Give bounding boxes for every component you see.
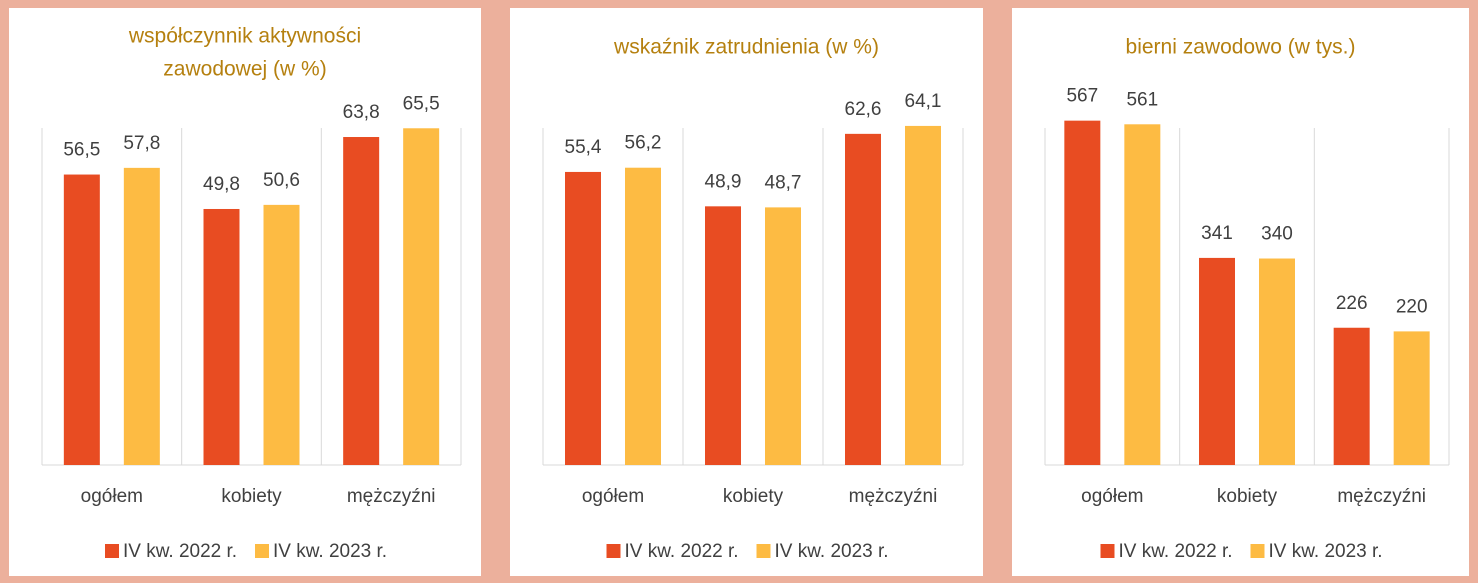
bar (625, 167, 661, 465)
x-tick-label: mężczyźni (347, 486, 436, 507)
data-label: 57,8 (123, 133, 160, 154)
data-label: 561 (1126, 89, 1158, 110)
data-label: 65,5 (403, 93, 440, 114)
data-label: 48,9 (705, 171, 742, 192)
legend-label: IV kw. 2022 r. (1119, 541, 1233, 562)
bar (403, 128, 440, 465)
bar (845, 133, 881, 465)
data-label: 226 (1336, 293, 1368, 314)
data-label: 55,4 (565, 137, 602, 158)
bar (263, 204, 300, 466)
data-label: 64,1 (905, 91, 942, 112)
x-tick-label: ogółem (81, 486, 143, 507)
data-label: 567 (1066, 86, 1098, 107)
data-label: 220 (1396, 296, 1428, 317)
data-label: 63,8 (343, 102, 380, 123)
bar (1259, 258, 1295, 465)
x-tick-label: mężczyźni (849, 486, 938, 507)
bar (905, 125, 941, 465)
x-tick-label: kobiety (221, 486, 282, 507)
bar (1393, 331, 1430, 465)
chart-title: zawodowej (w %) (163, 58, 326, 81)
legend-swatch (255, 544, 269, 558)
legend-label: IV kw. 2022 r. (625, 541, 739, 562)
chart-title: bierni zawodowo (w tys.) (1126, 36, 1356, 59)
data-label: 62,6 (845, 99, 882, 120)
data-label: 340 (1261, 224, 1293, 245)
data-label: 50,6 (263, 170, 300, 191)
legend-swatch (1250, 544, 1265, 558)
legend-swatch (1100, 544, 1115, 558)
bar (1333, 327, 1370, 465)
legend-label: IV kw. 2023 r. (775, 541, 889, 562)
data-label: 341 (1201, 223, 1233, 244)
chart-title: współczynnik aktywności (128, 25, 361, 48)
bar (123, 167, 160, 465)
x-tick-label: ogółem (582, 486, 644, 507)
chart-title: wskaźnik zatrudnienia (w %) (613, 36, 879, 59)
x-tick-label: kobiety (1217, 486, 1278, 507)
legend-label: IV kw. 2022 r. (123, 541, 237, 562)
bar (705, 206, 741, 465)
data-label: 56,5 (63, 140, 100, 161)
data-label: 56,2 (625, 133, 662, 154)
x-tick-label: kobiety (723, 486, 784, 507)
data-label: 48,7 (765, 172, 802, 193)
legend-swatch (756, 544, 771, 558)
bar (63, 174, 100, 466)
bar (1199, 257, 1235, 465)
legend-swatch (606, 544, 621, 558)
legend-swatch (105, 544, 119, 558)
bar (1124, 124, 1161, 465)
bar (1064, 120, 1101, 465)
x-tick-label: ogółem (1081, 486, 1143, 507)
data-label: 49,8 (203, 174, 240, 195)
legend-label: IV kw. 2023 r. (1269, 541, 1383, 562)
bar (565, 171, 601, 466)
legend-label: IV kw. 2023 r. (273, 541, 387, 562)
bar (343, 137, 380, 465)
bar (203, 208, 240, 466)
bar (765, 207, 801, 465)
x-tick-label: mężczyźni (1337, 486, 1426, 507)
